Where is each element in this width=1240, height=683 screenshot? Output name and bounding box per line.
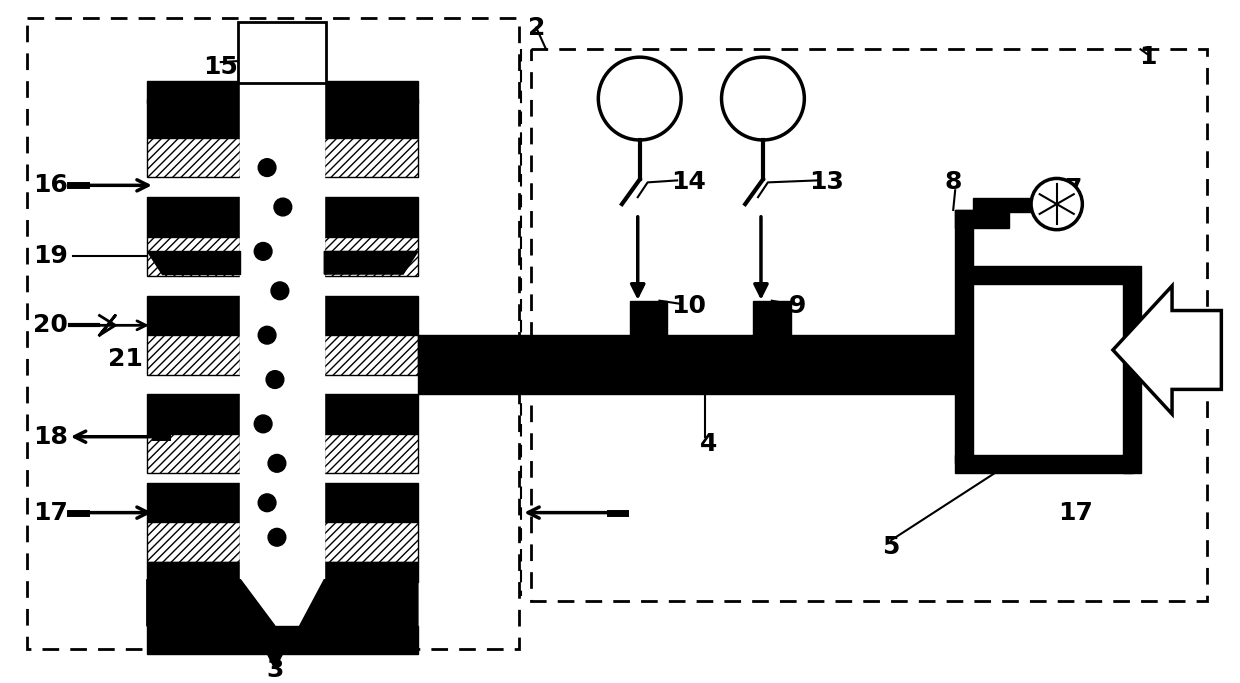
Bar (418, 335, 960, 394)
Bar (146, 626, 418, 654)
Bar (146, 434, 241, 473)
Text: 7: 7 (1065, 178, 1083, 201)
Bar (241, 81, 324, 583)
Polygon shape (1114, 286, 1221, 414)
Circle shape (258, 494, 277, 512)
Bar (324, 98, 418, 138)
Circle shape (254, 415, 272, 433)
Text: 15: 15 (203, 55, 238, 79)
Text: 8: 8 (945, 170, 962, 195)
Bar (324, 197, 418, 236)
Bar (324, 296, 418, 335)
Circle shape (268, 454, 285, 472)
Bar (324, 81, 418, 102)
Text: 20: 20 (32, 313, 68, 337)
Bar (146, 483, 241, 522)
Bar (324, 335, 418, 374)
Polygon shape (146, 580, 275, 626)
Text: 2: 2 (527, 16, 544, 40)
Circle shape (272, 282, 289, 300)
Polygon shape (300, 580, 418, 626)
Bar (146, 296, 241, 335)
Bar (146, 197, 241, 236)
Bar (324, 483, 418, 522)
Circle shape (258, 158, 277, 176)
Bar (955, 456, 1132, 473)
Bar (531, 49, 1207, 601)
Bar (146, 138, 241, 178)
Bar (324, 236, 418, 276)
Bar (955, 266, 973, 463)
Circle shape (274, 198, 291, 216)
Text: 6: 6 (1203, 341, 1220, 365)
Text: 4: 4 (701, 432, 718, 456)
Polygon shape (146, 251, 241, 274)
Text: 11: 11 (745, 87, 780, 111)
Bar (955, 210, 973, 266)
Bar (26, 18, 520, 649)
Bar (955, 210, 1009, 227)
Text: 16: 16 (32, 173, 68, 197)
Bar (324, 562, 418, 582)
Bar (324, 394, 418, 434)
Circle shape (267, 371, 284, 389)
Bar (146, 81, 241, 102)
Text: 17: 17 (32, 501, 68, 525)
Circle shape (268, 529, 285, 546)
Circle shape (258, 326, 277, 344)
Text: 18: 18 (32, 425, 68, 449)
Text: 5: 5 (883, 535, 900, 559)
Circle shape (1032, 178, 1083, 229)
Bar (146, 522, 241, 562)
Bar (753, 301, 791, 338)
Circle shape (722, 57, 805, 140)
Text: 3: 3 (267, 658, 284, 682)
Bar (238, 22, 326, 83)
Circle shape (599, 57, 681, 140)
Text: 21: 21 (108, 347, 143, 371)
Bar (973, 266, 1122, 284)
Bar (324, 138, 418, 178)
Polygon shape (324, 251, 418, 274)
Text: 10: 10 (672, 294, 707, 318)
Text: 1: 1 (1138, 45, 1156, 69)
Circle shape (254, 242, 272, 260)
Text: 17: 17 (1058, 501, 1092, 525)
Bar (146, 98, 241, 138)
Bar (146, 335, 241, 374)
Bar (146, 394, 241, 434)
Text: 13: 13 (810, 170, 844, 195)
Bar (973, 198, 1032, 212)
Bar (146, 236, 241, 276)
Text: 9: 9 (789, 294, 806, 318)
Bar (146, 562, 241, 582)
Text: 14: 14 (672, 170, 707, 195)
Text: 19: 19 (32, 245, 68, 268)
Text: 12: 12 (622, 87, 657, 111)
Bar (1122, 266, 1141, 473)
Bar (630, 301, 667, 338)
Bar (324, 434, 418, 473)
Bar (324, 522, 418, 562)
